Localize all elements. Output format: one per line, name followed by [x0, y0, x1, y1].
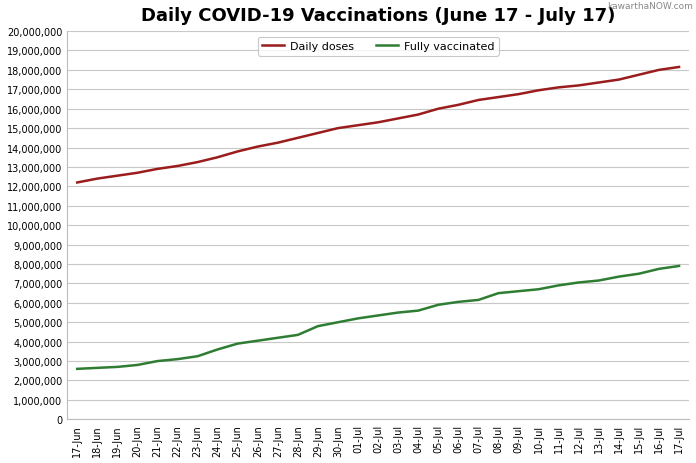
- Daily doses: [454, 103, 463, 108]
- Fully vaccinated: [555, 283, 563, 288]
- Fully vaccinated: [73, 366, 81, 372]
- Daily doses: [414, 113, 422, 118]
- Daily doses: [294, 136, 302, 141]
- Fully vaccinated: [474, 298, 482, 303]
- Daily doses: [133, 171, 141, 176]
- Daily doses: [253, 144, 262, 150]
- Fully vaccinated: [314, 324, 322, 329]
- Daily doses: [334, 126, 342, 131]
- Daily doses: [594, 81, 603, 86]
- Fully vaccinated: [394, 310, 402, 316]
- Fully vaccinated: [93, 365, 102, 371]
- Fully vaccinated: [234, 341, 242, 347]
- Daily doses: [394, 116, 402, 122]
- Fully vaccinated: [454, 300, 463, 305]
- Daily doses: [374, 120, 382, 126]
- Fully vaccinated: [615, 274, 623, 280]
- Fully vaccinated: [193, 354, 202, 359]
- Fully vaccinated: [153, 358, 161, 364]
- Fully vaccinated: [434, 302, 443, 308]
- Legend: Daily doses, Fully vaccinated: Daily doses, Fully vaccinated: [258, 38, 499, 56]
- Daily doses: [655, 68, 663, 74]
- Fully vaccinated: [594, 278, 603, 284]
- Daily doses: [314, 131, 322, 137]
- Daily doses: [615, 78, 623, 83]
- Daily doses: [675, 65, 683, 70]
- Daily doses: [535, 88, 543, 94]
- Fully vaccinated: [514, 289, 523, 294]
- Daily doses: [514, 92, 523, 98]
- Daily doses: [635, 73, 643, 78]
- Daily doses: [494, 95, 503, 100]
- Fully vaccinated: [173, 357, 182, 362]
- Fully vaccinated: [354, 316, 362, 321]
- Daily doses: [434, 106, 443, 112]
- Daily doses: [574, 83, 583, 89]
- Fully vaccinated: [133, 363, 141, 368]
- Fully vaccinated: [414, 308, 422, 314]
- Fully vaccinated: [494, 291, 503, 296]
- Daily doses: [214, 155, 222, 161]
- Daily doses: [274, 141, 282, 146]
- Daily doses: [555, 85, 563, 91]
- Daily doses: [173, 164, 182, 169]
- Daily doses: [234, 149, 242, 155]
- Fully vaccinated: [113, 364, 122, 370]
- Fully vaccinated: [635, 271, 643, 277]
- Line: Daily doses: Daily doses: [77, 68, 679, 183]
- Daily doses: [354, 123, 362, 129]
- Daily doses: [474, 98, 482, 104]
- Fully vaccinated: [374, 313, 382, 319]
- Fully vaccinated: [334, 320, 342, 325]
- Fully vaccinated: [574, 280, 583, 286]
- Fully vaccinated: [655, 267, 663, 272]
- Fully vaccinated: [294, 332, 302, 338]
- Line: Fully vaccinated: Fully vaccinated: [77, 266, 679, 369]
- Title: Daily COVID-19 Vaccinations (June 17 - July 17): Daily COVID-19 Vaccinations (June 17 - J…: [141, 7, 615, 25]
- Fully vaccinated: [675, 263, 683, 269]
- Daily doses: [113, 174, 122, 179]
- Fully vaccinated: [253, 338, 262, 344]
- Daily doses: [193, 160, 202, 165]
- Daily doses: [73, 180, 81, 186]
- Fully vaccinated: [214, 347, 222, 352]
- Daily doses: [153, 167, 161, 172]
- Fully vaccinated: [274, 335, 282, 341]
- Text: kawarthaNOW.com: kawarthaNOW.com: [607, 2, 693, 11]
- Fully vaccinated: [535, 287, 543, 293]
- Daily doses: [93, 176, 102, 182]
